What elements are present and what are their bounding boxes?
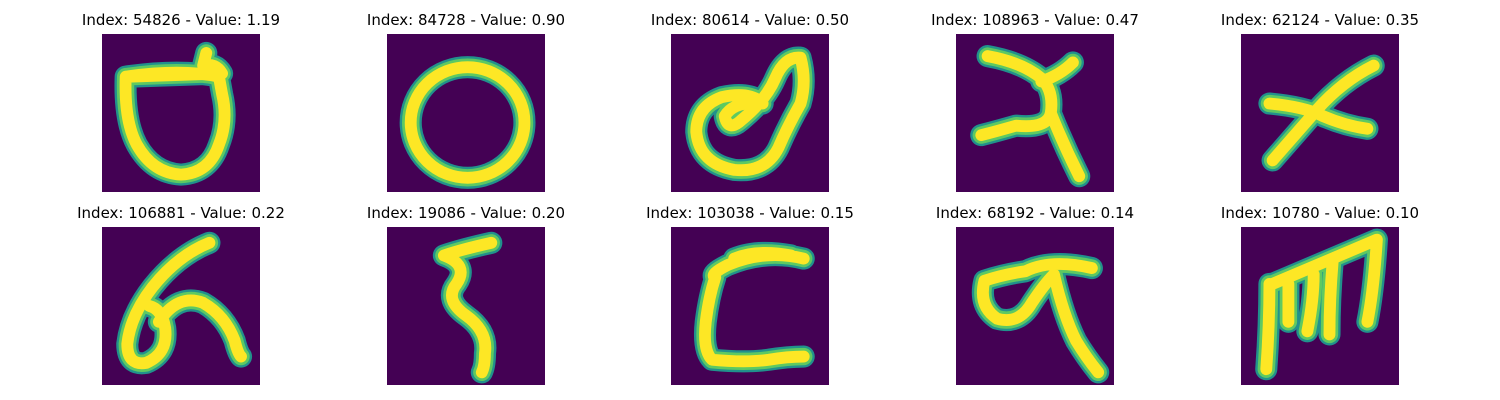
tile-4: Index: 108963 - Value: 0.47 bbox=[905, 10, 1165, 192]
tile-title: Index: 62124 - Value: 0.35 bbox=[1220, 11, 1420, 29]
glyph-stroke-layer bbox=[404, 61, 531, 184]
glyph-stroke-layer bbox=[121, 236, 247, 370]
tile-8: Index: 103038 - Value: 0.15 bbox=[620, 203, 880, 385]
glyph-stroke-layer bbox=[437, 236, 498, 379]
glyph-image bbox=[387, 227, 545, 385]
glyph-image bbox=[387, 34, 545, 192]
glyph-image bbox=[1241, 34, 1399, 192]
tile-title: Index: 103038 - Value: 0.15 bbox=[646, 204, 854, 222]
glyph-stroke bbox=[119, 47, 231, 181]
tile-title: Index: 106881 - Value: 0.22 bbox=[77, 204, 285, 222]
glyph-stroke-layer bbox=[699, 246, 810, 368]
glyph-stroke-layer bbox=[1263, 59, 1380, 167]
glyph-stroke bbox=[690, 51, 810, 177]
glyph-image bbox=[671, 227, 829, 385]
glyph-stroke-layer bbox=[119, 47, 231, 181]
tile-title: Index: 108963 - Value: 0.47 bbox=[931, 11, 1139, 29]
glyph-stroke bbox=[975, 50, 1086, 183]
glyph-stroke bbox=[121, 236, 247, 370]
glyph-stroke bbox=[404, 61, 531, 184]
tile-title: Index: 80614 - Value: 0.50 bbox=[650, 11, 850, 29]
tile-3: Index: 80614 - Value: 0.50 bbox=[620, 10, 880, 192]
tile-7: Index: 19086 - Value: 0.20 bbox=[336, 203, 596, 385]
glyph-image bbox=[1241, 227, 1399, 385]
tile-title: Index: 54826 - Value: 1.19 bbox=[81, 11, 281, 29]
glyph-image bbox=[956, 227, 1114, 385]
glyph-stroke-layer bbox=[976, 258, 1105, 379]
glyph-stroke bbox=[437, 236, 498, 379]
tile-2: Index: 84728 - Value: 0.90 bbox=[336, 10, 596, 192]
tile-1: Index: 54826 - Value: 1.19 bbox=[51, 10, 311, 192]
glyph-stroke bbox=[976, 258, 1105, 379]
glyph-stroke-layer bbox=[1260, 233, 1383, 376]
tile-9: Index: 68192 - Value: 0.14 bbox=[905, 203, 1165, 385]
glyph-stroke-layer bbox=[690, 51, 810, 177]
tile-title: Index: 68192 - Value: 0.14 bbox=[935, 204, 1135, 222]
glyph-image bbox=[102, 34, 260, 192]
glyph-stroke bbox=[1260, 233, 1383, 376]
tile-6: Index: 106881 - Value: 0.22 bbox=[51, 203, 311, 385]
glyph-stroke-layer bbox=[975, 50, 1086, 183]
tile-title: Index: 19086 - Value: 0.20 bbox=[366, 204, 566, 222]
glyph-image bbox=[102, 227, 260, 385]
tile-5: Index: 62124 - Value: 0.35 bbox=[1190, 10, 1450, 192]
tile-10: Index: 10780 - Value: 0.10 bbox=[1190, 203, 1450, 385]
glyph-image bbox=[671, 34, 829, 192]
tile-title: Index: 10780 - Value: 0.10 bbox=[1220, 204, 1420, 222]
glyph-stroke bbox=[1263, 59, 1380, 167]
glyph-image bbox=[956, 34, 1114, 192]
glyph-stroke bbox=[699, 246, 810, 368]
tile-title: Index: 84728 - Value: 0.90 bbox=[366, 11, 566, 29]
